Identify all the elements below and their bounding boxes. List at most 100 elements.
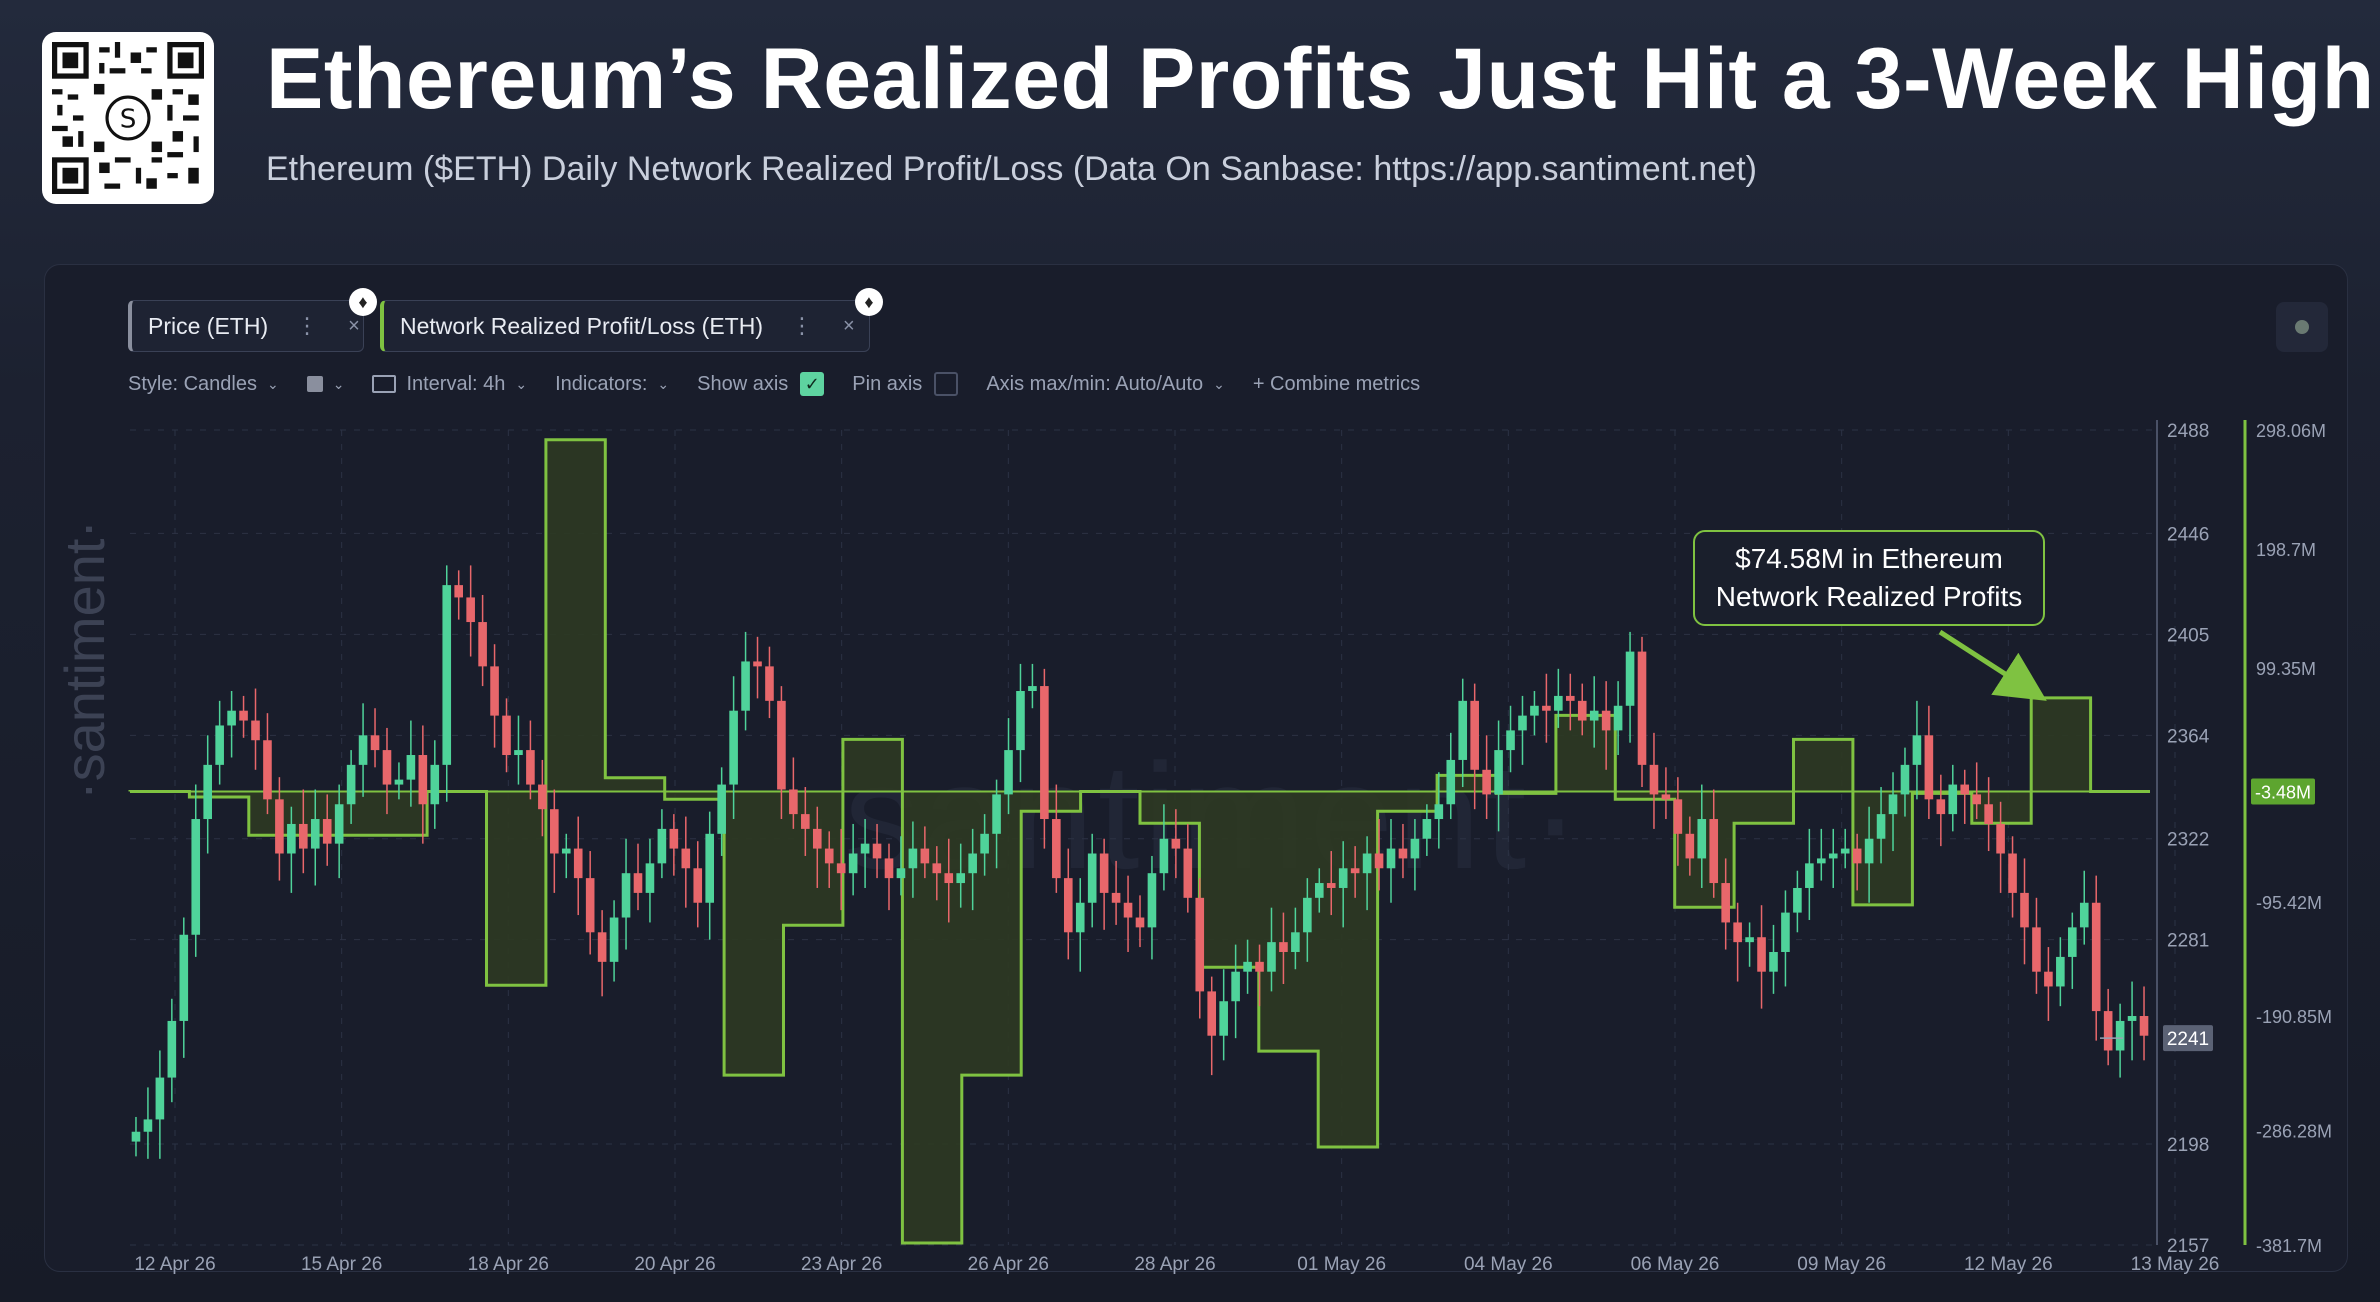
x-tick-label: 13 May 26 <box>2131 1254 2220 1275</box>
candle-body <box>777 700 786 790</box>
candle-body <box>1255 961 1264 972</box>
candle-body <box>1876 814 1886 839</box>
candle-body <box>191 819 201 935</box>
indicators-dropdown[interactable]: Indicators: ⌄ <box>555 373 669 396</box>
candle-body <box>490 666 499 716</box>
price-tick-label: 2446 <box>2167 524 2209 545</box>
candle-body <box>753 661 762 667</box>
candle-body <box>1374 853 1384 869</box>
candle-body <box>717 784 726 834</box>
candle-body <box>645 863 655 893</box>
current-price-label: 2241 <box>2167 1029 2209 1050</box>
axis-maxmin-dropdown[interactable]: Axis max/min: Auto/Auto ⌄ <box>986 373 1225 396</box>
more-options-icon[interactable]: ⋮ <box>791 313 813 338</box>
price-tick-label: 2405 <box>2167 625 2209 646</box>
candle-body <box>1852 848 1862 864</box>
more-options-icon[interactable]: ⋮ <box>296 313 319 338</box>
candle-body <box>1697 819 1707 859</box>
candle-body <box>1554 695 1563 711</box>
candle-body <box>561 848 571 854</box>
candle-body <box>1745 937 1754 943</box>
candle-body <box>1052 819 1061 879</box>
checkbox-checked-icon[interactable]: ✓ <box>800 372 825 396</box>
candle-body <box>526 750 535 785</box>
eth-icon: ♦ <box>855 288 883 316</box>
x-tick-label: 12 May 26 <box>1964 1254 2053 1275</box>
candle-body <box>920 848 930 864</box>
candle-body <box>1470 700 1479 770</box>
candle-body <box>2056 956 2065 987</box>
show-axis-label: Show axis <box>697 372 789 395</box>
settings-toggle-button[interactable] <box>2276 302 2328 352</box>
candle-body <box>155 1077 165 1120</box>
price-tick-label: 2364 <box>2167 726 2210 747</box>
candle-body <box>1326 883 1336 888</box>
candle-body <box>585 878 595 933</box>
candle-body <box>1518 715 1527 731</box>
nrpl-area-fill <box>130 439 2150 1243</box>
candle-body <box>2139 1016 2149 1036</box>
candle-body <box>1589 710 1599 721</box>
candle-body <box>143 1119 153 1132</box>
candle-body <box>1685 833 1695 859</box>
candle-body <box>1601 710 1611 731</box>
annotation-arrow-line <box>1938 629 2047 701</box>
candle-body <box>1721 883 1730 923</box>
candle-body <box>573 848 583 879</box>
page-title: Ethereum’s Realized Profits Just Hit a 3… <box>266 31 2375 127</box>
color-dropdown[interactable]: ⌄ <box>306 375 345 393</box>
interval-dropdown[interactable]: Interval: 4h ⌄ <box>372 373 527 396</box>
candle-body <box>1888 794 1898 815</box>
status-dot-icon <box>2295 320 2309 334</box>
candle-body <box>1063 878 1073 933</box>
style-dropdown[interactable]: Style: Candles ⌄ <box>128 373 279 396</box>
candle-body <box>310 819 320 849</box>
candle-body <box>1362 853 1372 874</box>
show-axis-toggle[interactable]: Show axis ✓ <box>697 372 825 396</box>
candle-body <box>1661 794 1671 800</box>
nrpl-line <box>128 438 2150 1245</box>
candle-body <box>992 794 1001 834</box>
candle-body <box>1219 1001 1228 1036</box>
candle-body <box>227 710 236 726</box>
close-icon[interactable]: × <box>843 314 855 337</box>
metric-chip-nrpl[interactable]: Network Realized Profit/Loss (ETH) ⋮ × <box>380 300 870 352</box>
candle-body <box>1123 902 1133 918</box>
candle-body <box>1506 730 1515 751</box>
candle-body <box>2103 1011 2113 1051</box>
nrpl-area <box>128 438 2150 1245</box>
candle-body <box>657 828 667 864</box>
candle-body <box>1733 922 1742 943</box>
candle-body <box>860 843 870 854</box>
candle-body <box>1840 848 1850 854</box>
chevron-down-icon: ⌄ <box>332 375 345 392</box>
metric-chip-price[interactable]: Price (ETH) ⋮ × <box>128 300 364 352</box>
combine-metrics-button[interactable]: + Combine metrics <box>1253 373 1420 396</box>
candle-body <box>1864 838 1874 864</box>
candle-body <box>896 868 906 879</box>
pin-axis-toggle[interactable]: Pin axis <box>852 372 959 396</box>
candle-body <box>1004 750 1013 795</box>
candle-body <box>884 858 894 879</box>
x-tick-label: 04 May 26 <box>1464 1254 1553 1275</box>
candle-body <box>550 809 559 854</box>
candle-body <box>251 720 260 741</box>
candle-body <box>1709 819 1719 884</box>
checkbox-unchecked-icon[interactable] <box>934 372 959 396</box>
metric-chip-price-label: Price (ETH) <box>148 312 269 339</box>
x-tick-label: 23 Apr 26 <box>801 1254 882 1275</box>
candle-body <box>1972 794 1981 805</box>
x-tick-label: 15 Apr 26 <box>301 1254 382 1275</box>
candle-body <box>1231 971 1240 1002</box>
candle-body <box>1458 700 1468 760</box>
candle-body <box>2127 1016 2137 1021</box>
x-tick-label: 12 Apr 26 <box>134 1254 215 1275</box>
qr-code-pattern: S <box>52 42 204 194</box>
candle-body <box>2079 902 2089 928</box>
candle-body <box>681 848 691 869</box>
price-tick-label: 2322 <box>2167 830 2209 851</box>
candle-body <box>741 661 750 711</box>
close-icon[interactable]: × <box>348 314 360 337</box>
eth-icon: ♦ <box>349 288 377 316</box>
candle-body <box>299 823 308 849</box>
